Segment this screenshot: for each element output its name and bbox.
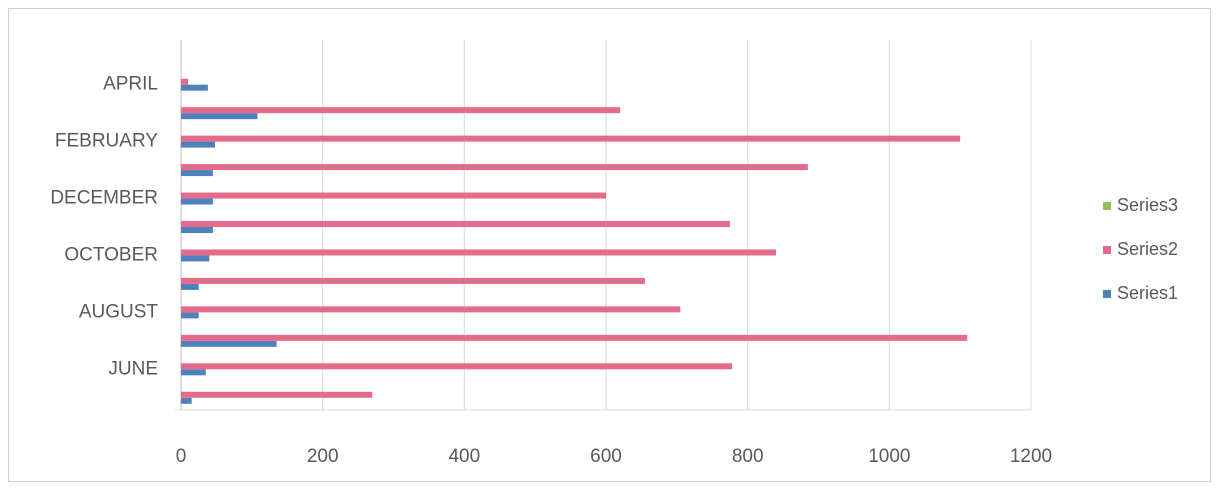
bar-series2 — [181, 107, 621, 114]
legend-label: Series1 — [1117, 283, 1178, 303]
x-tick-label: 400 — [448, 446, 480, 467]
y-axis-tick-labels: JUNE AUGUST OCTOBER DECEMBER FEBRUARY APRIL — [50, 74, 158, 380]
bar-series2 — [181, 306, 681, 313]
bars — [181, 78, 968, 404]
bar-series2 — [181, 363, 733, 370]
bar-series2 — [181, 135, 961, 142]
legend-swatch — [1103, 202, 1111, 210]
y-tick-label: FEBRUARY — [55, 131, 158, 152]
bar-series2 — [181, 221, 730, 227]
y-tick-label: JUNE — [108, 358, 158, 379]
bar-series1 — [181, 141, 215, 148]
bar-series2 — [181, 334, 968, 341]
bar-series1 — [181, 227, 213, 233]
bar-series1 — [181, 283, 199, 290]
bar-series1 — [181, 113, 258, 120]
bar-series1 — [181, 369, 206, 376]
y-tick-label: DECEMBER — [50, 188, 158, 209]
chart-frame — [8, 8, 1211, 482]
legend-label: Series3 — [1117, 195, 1178, 215]
legend-swatch — [1103, 246, 1111, 254]
legend-swatch — [1103, 290, 1111, 298]
bar-series2 — [181, 192, 606, 199]
bar-series1 — [181, 397, 192, 404]
bar-series1 — [181, 312, 199, 319]
bar-series1 — [181, 255, 210, 262]
x-axis-tick-labels: 0 200 400 600 800 1000 1200 — [176, 446, 1052, 467]
bar-series2 — [181, 277, 645, 284]
x-tick-label: 1200 — [1010, 446, 1052, 467]
x-tick-label: 1000 — [868, 446, 910, 467]
bar-series2 — [181, 78, 189, 85]
legend: Series3 Series2 Series1 — [1103, 195, 1178, 303]
x-tick-label: 0 — [176, 446, 187, 467]
bar-series2 — [181, 164, 808, 171]
bar-series1 — [181, 170, 213, 177]
y-tick-label: OCTOBER — [64, 244, 158, 265]
x-tick-label: 800 — [732, 446, 764, 467]
bar-series2 — [181, 391, 373, 398]
bar-series1 — [181, 198, 213, 205]
gridlines — [175, 40, 1032, 411]
legend-label: Series2 — [1117, 239, 1178, 259]
bar-series2 — [181, 249, 776, 256]
y-tick-label: AUGUST — [79, 301, 159, 322]
bar-series1 — [181, 340, 277, 347]
x-tick-label: 200 — [307, 446, 339, 467]
bar-series1 — [181, 84, 208, 91]
x-tick-label: 600 — [590, 446, 622, 467]
y-tick-label: APRIL — [103, 74, 158, 95]
